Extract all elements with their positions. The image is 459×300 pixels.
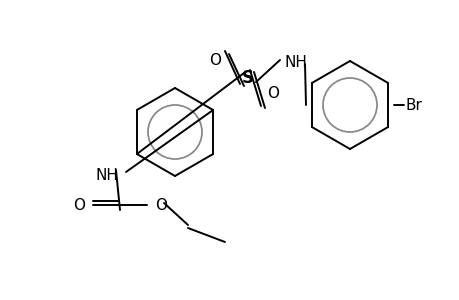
Text: S: S [241, 69, 253, 87]
Text: NH: NH [285, 55, 307, 70]
Text: O: O [155, 197, 167, 212]
Text: Br: Br [405, 98, 422, 112]
Text: O: O [266, 86, 279, 101]
Text: O: O [208, 53, 220, 68]
Text: NH: NH [95, 167, 118, 182]
Text: O: O [73, 197, 85, 212]
